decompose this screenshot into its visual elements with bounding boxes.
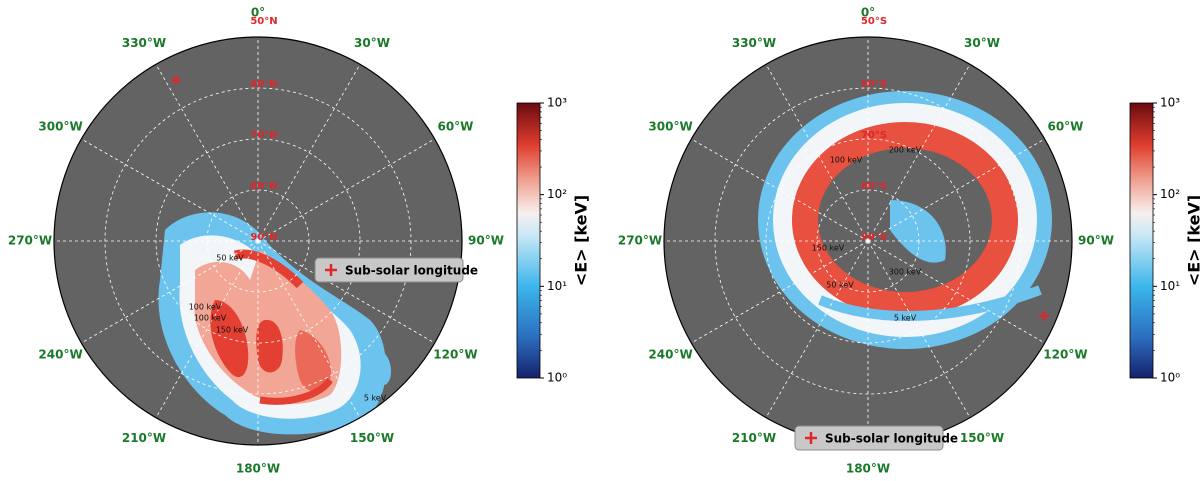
lon-tick-label: 150°W [960, 431, 1004, 445]
lon-tick-label: 270°W [8, 234, 52, 248]
contour-label: 100 keV [830, 156, 863, 165]
lon-grid-line [867, 240, 971, 418]
contour-label: 150 keV [216, 326, 249, 335]
colorbar-label: <E> [keV] [1185, 195, 1200, 286]
lon-grid-line [691, 240, 869, 344]
lon-grid-line [867, 138, 1045, 242]
lon-tick-label: 30°W [964, 36, 1000, 50]
lon-grid-line [257, 138, 435, 242]
contour-label: 5 keV [894, 314, 917, 323]
legend-label: Sub-solar longitude [345, 264, 478, 278]
lon-tick-label: 240°W [38, 348, 82, 362]
lon-tick-label: 0° [861, 6, 875, 20]
aurora-emission [158, 212, 392, 435]
lat-tick-label: 80°S [861, 181, 887, 192]
polar-frame [53, 36, 463, 446]
lat-tick-label: 90°N [250, 232, 277, 243]
lon-grid-line [155, 64, 259, 242]
contour-label: 200 keV [889, 146, 922, 155]
lon-tick-label: 210°W [122, 431, 166, 445]
lon-tick-label: 120°W [433, 348, 477, 362]
contour-label: 150 keV [812, 244, 845, 253]
lon-tick-label: 210°W [732, 431, 776, 445]
colorbar-tick-label: 10² [547, 187, 567, 201]
lon-grid-line [765, 64, 869, 242]
lat-tick-label: 70°N [250, 130, 277, 141]
lat-tick-label: 70°S [861, 130, 887, 141]
legend-marker [325, 264, 337, 276]
lon-grid-line [691, 138, 869, 242]
lon-tick-label: 60°W [1047, 120, 1083, 134]
lon-tick-label: 270°W [618, 234, 662, 248]
colorbar-label: <E> [keV] [572, 195, 591, 286]
colorbar-tick-label: 10¹ [1160, 279, 1180, 293]
lon-tick-label: 150°W [350, 431, 394, 445]
lon-tick-label: 180°W [846, 462, 890, 476]
lat-tick-label: 60°N [250, 79, 277, 90]
colorbar-tick-label: 10⁰ [547, 371, 567, 385]
lon-grid-line [81, 138, 259, 242]
colorbar-tick-label: 10³ [1160, 96, 1180, 110]
colorbar-tick-label: 10² [1160, 187, 1180, 201]
lon-tick-label: 180°W [236, 462, 280, 476]
lat-tick-label: 80°N [250, 181, 277, 192]
lon-tick-label: 300°W [38, 120, 82, 134]
lat-tick-label: 50°N [250, 16, 277, 27]
colorbar-tick-label: 10⁰ [1160, 371, 1180, 385]
lon-tick-label: 240°W [648, 348, 692, 362]
subsolar-marker [1039, 310, 1050, 321]
subsolar-marker [171, 75, 182, 86]
lon-grid-line [867, 240, 1045, 344]
lon-tick-label: 120°W [1043, 348, 1087, 362]
contour-label: 300 keV [889, 268, 922, 277]
lon-grid-line [155, 240, 259, 418]
contour-label: 50 keV [216, 254, 244, 263]
colorbar-tick-label: 10¹ [547, 279, 567, 293]
legend-marker [805, 432, 817, 444]
lat-tick-label: 60°S [861, 79, 887, 90]
legend-label: Sub-solar longitude [825, 432, 958, 446]
lat-tick-label: 50°S [861, 16, 887, 27]
legend-box [794, 425, 944, 451]
lon-grid-line [81, 240, 259, 344]
colorbar [516, 102, 541, 379]
lon-tick-label: 330°W [732, 36, 776, 50]
contour-label: 50 keV [826, 281, 854, 290]
colorbar-tick-label: 10³ [547, 96, 567, 110]
lon-tick-label: 60°W [437, 120, 473, 134]
contour-label: 5 keV [364, 394, 387, 403]
lon-tick-label: 90°W [468, 234, 504, 248]
lon-grid-line [867, 64, 971, 242]
lon-grid-line [257, 240, 361, 418]
lon-tick-label: 0° [251, 6, 265, 20]
lon-grid-line [257, 64, 361, 242]
legend-box [314, 257, 464, 283]
lon-tick-label: 330°W [122, 36, 166, 50]
colorbar [1129, 102, 1154, 379]
lat-tick-label: 90°S [861, 232, 887, 243]
contour-label: 100 keV [194, 314, 227, 323]
lon-grid-line [257, 240, 435, 344]
aurora-emission [758, 91, 1052, 349]
lon-tick-label: 300°W [648, 120, 692, 134]
lon-tick-label: 90°W [1078, 234, 1114, 248]
lon-grid-line [765, 240, 869, 418]
lon-tick-label: 30°W [354, 36, 390, 50]
contour-label: 100 keV [189, 303, 222, 312]
